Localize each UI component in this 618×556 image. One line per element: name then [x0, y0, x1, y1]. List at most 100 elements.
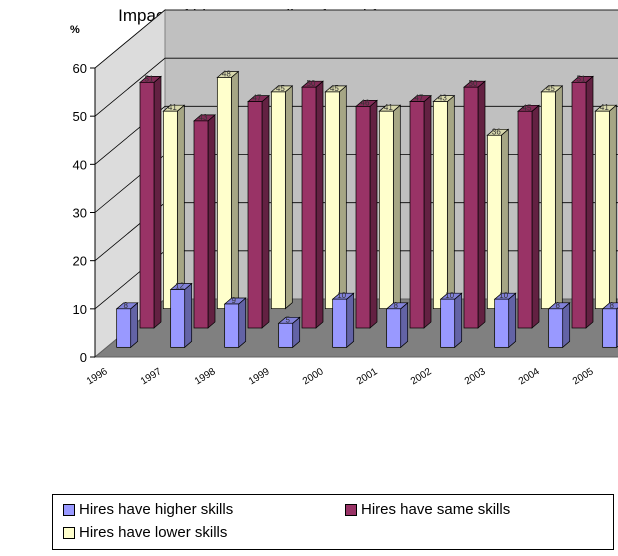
- bar: [571, 81, 587, 329]
- x-tick-label: 2000: [301, 366, 326, 387]
- legend-item-higher-skills: Hires have higher skills: [63, 501, 233, 518]
- bar: [386, 308, 402, 348]
- data-label: 41: [168, 103, 177, 112]
- bar: [247, 101, 263, 329]
- bar-side: [508, 292, 517, 349]
- bar: [355, 106, 371, 329]
- data-label: 45: [523, 103, 532, 112]
- data-label: 46: [361, 98, 370, 107]
- data-label: 36: [492, 127, 501, 136]
- legend-swatch-lower-skills: [63, 526, 75, 539]
- legend: Hires have higher skills Hires have same…: [52, 494, 614, 550]
- bar: [278, 322, 294, 348]
- x-tick-label: 1999: [247, 366, 272, 387]
- data-label: 45: [276, 84, 285, 93]
- bar-side: [554, 85, 563, 310]
- data-label: 51: [577, 74, 586, 83]
- gridline: [94, 9, 618, 69]
- y-tick-label: 30: [73, 206, 87, 221]
- legend-label-same-skills: Hires have same skills: [361, 501, 511, 518]
- bar: [301, 86, 317, 329]
- y-tick-label: 40: [73, 157, 87, 172]
- data-label: 50: [469, 79, 478, 88]
- bar: [463, 86, 479, 329]
- bar-side: [261, 94, 270, 329]
- data-label: 8: [393, 301, 398, 310]
- x-tick-label: 1997: [139, 366, 164, 387]
- bar-side: [446, 94, 455, 310]
- bar-side: [608, 104, 617, 310]
- bar-side: [392, 104, 401, 310]
- x-tick-label: 2002: [409, 366, 434, 387]
- data-label: 10: [445, 291, 454, 300]
- bar-side: [562, 302, 571, 349]
- data-label: 5: [285, 315, 290, 324]
- legend-item-lower-skills: Hires have lower skills: [63, 524, 227, 541]
- bar-side: [338, 85, 347, 310]
- data-label: 45: [546, 84, 555, 93]
- bar: [162, 110, 178, 310]
- bar: [594, 110, 610, 310]
- bar: [432, 101, 448, 310]
- y-tick-label: 10: [73, 302, 87, 317]
- data-label: 41: [384, 103, 393, 112]
- data-label: 8: [555, 301, 560, 310]
- bar: [602, 308, 618, 348]
- data-label: 10: [499, 291, 508, 300]
- bar-side: [346, 292, 355, 349]
- bar: [332, 298, 348, 348]
- x-tick-label: 1996: [85, 366, 110, 387]
- data-label: 41: [600, 103, 609, 112]
- bar: [548, 308, 564, 348]
- bar: [324, 91, 340, 310]
- bar-chart-3d: 0102030405060434145364341454548414951455…: [73, 8, 618, 387]
- bar-side: [176, 104, 185, 310]
- bar-side: [477, 80, 486, 329]
- bar: [494, 298, 510, 348]
- data-label: 50: [307, 79, 316, 88]
- bar: [540, 91, 556, 310]
- bar-side: [423, 94, 432, 329]
- bar-side: [207, 114, 216, 329]
- bar: [170, 289, 186, 348]
- y-tick-label: 50: [73, 109, 87, 124]
- bar-side: [153, 75, 162, 329]
- bar: [216, 77, 232, 310]
- bar: [440, 298, 456, 348]
- data-label: 10: [337, 291, 346, 300]
- y-tick-label: 20: [73, 254, 87, 269]
- bar-side: [500, 128, 509, 310]
- bar-side: [369, 99, 378, 329]
- legend-label-higher-skills: Hires have higher skills: [79, 501, 234, 518]
- bar-side: [585, 75, 594, 329]
- data-label: 8: [123, 301, 128, 310]
- bar-side: [130, 302, 139, 349]
- data-label: 47: [415, 94, 424, 103]
- x-tick-label: 2004: [517, 366, 542, 387]
- x-tick-label: 2003: [463, 366, 488, 387]
- bar: [224, 303, 240, 348]
- bar-side: [531, 104, 540, 329]
- x-tick-label: 2005: [571, 366, 596, 387]
- bar-side: [454, 292, 463, 349]
- y-axis-unit-label: %: [70, 24, 80, 36]
- bar-side: [400, 302, 409, 349]
- data-label: 8: [609, 301, 614, 310]
- bar: [378, 110, 394, 310]
- bar-side: [184, 282, 193, 349]
- bar-side: [315, 80, 324, 329]
- bar: [409, 101, 425, 329]
- bar: [517, 110, 533, 329]
- data-label: 12: [175, 282, 184, 291]
- bar: [270, 91, 286, 310]
- bar: [486, 134, 502, 310]
- gridline: [94, 57, 618, 117]
- data-label: 47: [253, 94, 262, 103]
- data-label: 9: [231, 296, 236, 305]
- legend-swatch-higher-skills: [63, 503, 75, 516]
- bar-side: [284, 85, 293, 310]
- bar: [139, 81, 155, 329]
- bar-side: [238, 297, 247, 349]
- x-tick-label: 2001: [355, 366, 380, 387]
- bar-side: [230, 70, 239, 310]
